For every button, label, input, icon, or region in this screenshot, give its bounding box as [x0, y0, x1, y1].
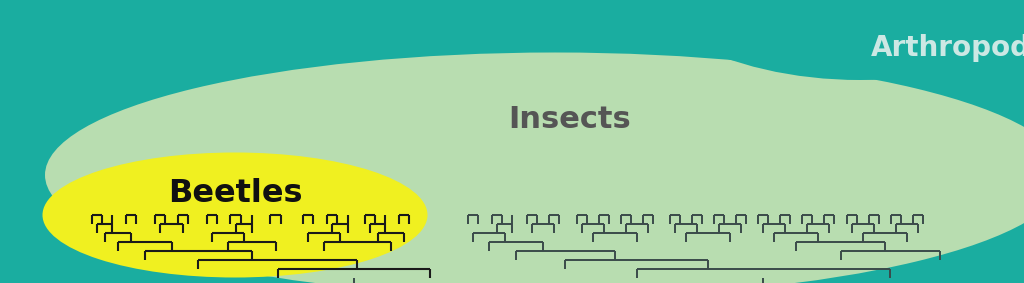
Text: Beetles: Beetles [168, 177, 302, 209]
Ellipse shape [45, 53, 1024, 283]
Text: Insects: Insects [509, 106, 632, 134]
Text: Arthropoda: Arthropoda [870, 34, 1024, 62]
Ellipse shape [0, 0, 175, 85]
Ellipse shape [43, 153, 427, 278]
Ellipse shape [610, 0, 1024, 80]
